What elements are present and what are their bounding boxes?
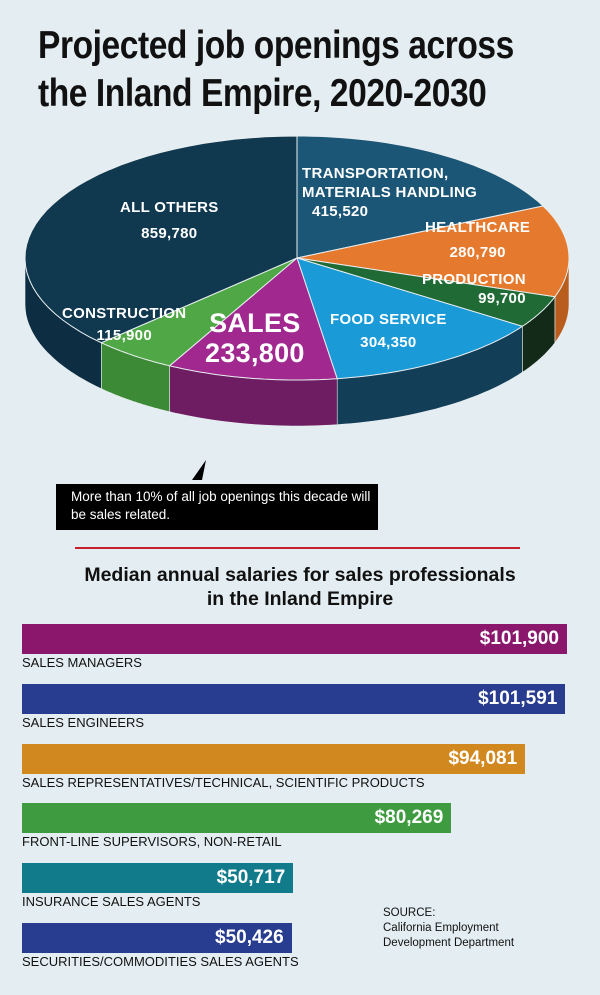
pie-label-food-service: FOOD SERVICE 304,350 (330, 311, 447, 351)
bar-category-label: SALES MANAGERS (22, 655, 142, 670)
bar-2: $94,081 (22, 743, 526, 774)
bar-value-label: $94,081 (448, 747, 518, 769)
pie-label-sales: SALES 233,800 (205, 308, 305, 368)
bar-category-label: FRONT-LINE SUPERVISORS, NON-RETAIL (22, 834, 282, 850)
pie-slice-all-others (24, 135, 298, 344)
bar-value-label: $80,269 (374, 807, 444, 829)
bar-category-label: SALES ENGINEERS (22, 714, 145, 730)
pie-slice-healthcare (296, 205, 570, 298)
bar-3: $80,269 (22, 803, 452, 834)
pie-chart (24, 135, 570, 480)
source-label: SOURCE: (383, 907, 436, 919)
source-line-1: California Employment (383, 922, 499, 934)
pie-label-transportation: TRANSPORTATION, MATERIALS HANDLING 415,5… (302, 165, 478, 220)
sales-callout: More than 10% of all job openings this d… (56, 484, 378, 530)
bar-category-label: SALES REPRESENTATIVES/TECHNICAL, SCIENTI… (22, 774, 425, 790)
pie-label-healthcare: HEALTHCARE 280,790 (425, 219, 531, 261)
bar-value-label: $101,591 (478, 687, 558, 709)
bar-chart-title: Median annual salaries for sales profess… (0, 563, 600, 611)
bar-category-label: INSURANCE SALES AGENTS (22, 894, 201, 910)
bar-value-label: $50,426 (215, 927, 284, 948)
callout-pointer (192, 460, 206, 480)
divider (75, 547, 520, 549)
pie-label-production: PRODUCTION 99,700 (422, 271, 526, 307)
title-line-2: the Inland Empire, 2020-2030 (38, 72, 487, 115)
subtitle-line-2: in the Inland Empire (206, 588, 394, 610)
source-line-2: Development Department (383, 937, 515, 949)
bar-value-label: $101,900 (479, 628, 559, 649)
bar-value-label: $50,717 (216, 867, 286, 889)
pie-label-all-others: ALL OTHERS 859,780 (120, 199, 219, 242)
title-line-1: Projected job openings across (38, 24, 514, 67)
page-title: Projected job openings across the Inland… (38, 22, 514, 118)
bar-4: $50,717 (22, 863, 294, 894)
pie-slice-sales (168, 257, 338, 381)
pie-slice-transportation-materials-handling (296, 135, 545, 259)
bar-category-label: SECURITIES/COMMODITIES SALES AGENTS (22, 954, 299, 969)
subtitle-line-1: Median annual salaries for sales profess… (84, 564, 516, 586)
bar-1: $101,591 (22, 683, 566, 714)
pie-label-construction: CONSTRUCTION 115,900 (62, 305, 187, 344)
bar-0: $101,900 (22, 624, 567, 654)
pie-slice-construction (100, 257, 298, 367)
bar-5: $50,426 (22, 923, 292, 953)
pie-slice-production (296, 257, 556, 327)
pie-slice-food-service (296, 257, 524, 380)
source-note: SOURCE: California Employment Developmen… (383, 906, 514, 951)
